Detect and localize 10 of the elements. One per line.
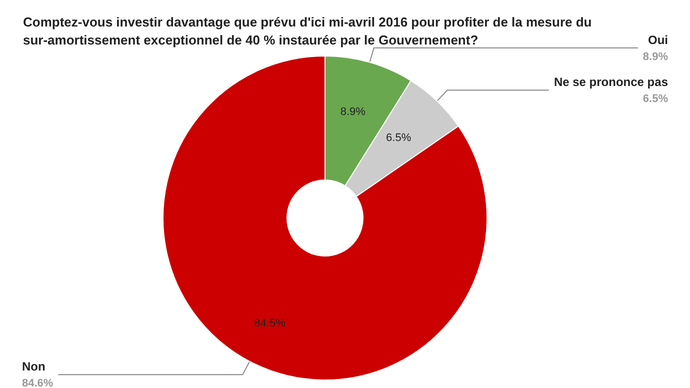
text: 8.9% xyxy=(340,106,366,118)
chart-title: Comptez-vous investir davantage que prévu d'ici mi-avril 2016 pour profiter de la mesure du sur-amortissement exceptionnel de 40 % instaurée par le Gouvernement? xyxy=(23,14,596,48)
slice-label: Non xyxy=(22,360,46,374)
data-label: 84.6% xyxy=(22,378,54,388)
slice-label: Oui xyxy=(648,32,668,47)
text: 6.5% xyxy=(386,132,412,144)
data-label: 8.9% xyxy=(642,50,668,63)
slice-label: Ne se prononce pas xyxy=(554,75,668,90)
data-label: 6.5% xyxy=(642,93,668,106)
text: 84.5% xyxy=(254,318,286,330)
